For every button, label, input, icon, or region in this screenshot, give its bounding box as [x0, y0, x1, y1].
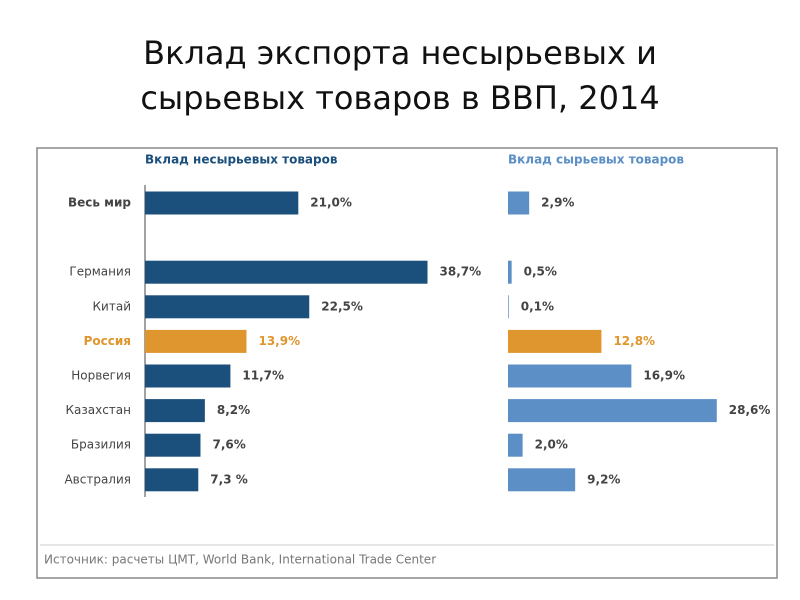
slide-title: сырьевых товаров в ВВП, 2014	[140, 79, 659, 117]
value-label: 2,0%	[535, 438, 568, 452]
panel-title: Вклад несырьевых товаров	[145, 153, 338, 167]
slide-title: Вклад экспорта несырьевых и	[143, 34, 657, 72]
value-label: 9,2%	[587, 472, 620, 486]
value-label: 12,8%	[613, 334, 655, 348]
bar	[508, 433, 523, 457]
value-label: 38,7%	[440, 265, 482, 279]
value-label: 22,5%	[321, 299, 363, 313]
bar	[145, 260, 428, 284]
category-label: Китай	[93, 299, 131, 313]
bar	[145, 433, 201, 457]
value-label: 7,6%	[212, 438, 245, 452]
category-label: Австралия	[64, 472, 131, 486]
panel-title: Вклад сырьевых товаров	[508, 153, 684, 167]
value-label: 8,2%	[217, 403, 250, 417]
bar	[145, 399, 205, 423]
bar	[145, 468, 199, 492]
category-label: Казахстан	[66, 403, 132, 417]
value-label: 28,6%	[729, 403, 771, 417]
category-label: Норвегия	[71, 369, 131, 383]
category-label: Германия	[69, 265, 131, 279]
value-label: 0,1%	[521, 299, 554, 313]
bar	[145, 191, 299, 215]
category-label: Весь мир	[68, 196, 131, 210]
value-label: 16,9%	[643, 369, 685, 383]
value-label: 0,5%	[524, 265, 557, 279]
value-label: 2,9%	[541, 196, 574, 210]
source-note: Источник: расчеты ЦМТ, World Bank, Inter…	[44, 553, 436, 567]
value-label: 11,7%	[242, 369, 284, 383]
bar	[145, 364, 231, 388]
bar	[508, 468, 576, 492]
category-label: Россия	[84, 334, 131, 348]
value-label: 13,9%	[258, 334, 300, 348]
bar	[508, 295, 509, 319]
bar	[508, 364, 632, 388]
category-label: Бразилия	[71, 438, 131, 452]
bar	[145, 329, 247, 353]
bar	[508, 260, 512, 284]
bar	[145, 295, 310, 319]
bar	[508, 329, 602, 353]
chart-frame	[36, 147, 778, 579]
bar	[508, 399, 717, 423]
bar	[508, 191, 530, 215]
value-label: 7,3 %	[210, 472, 247, 486]
value-label: 21,0%	[310, 196, 352, 210]
